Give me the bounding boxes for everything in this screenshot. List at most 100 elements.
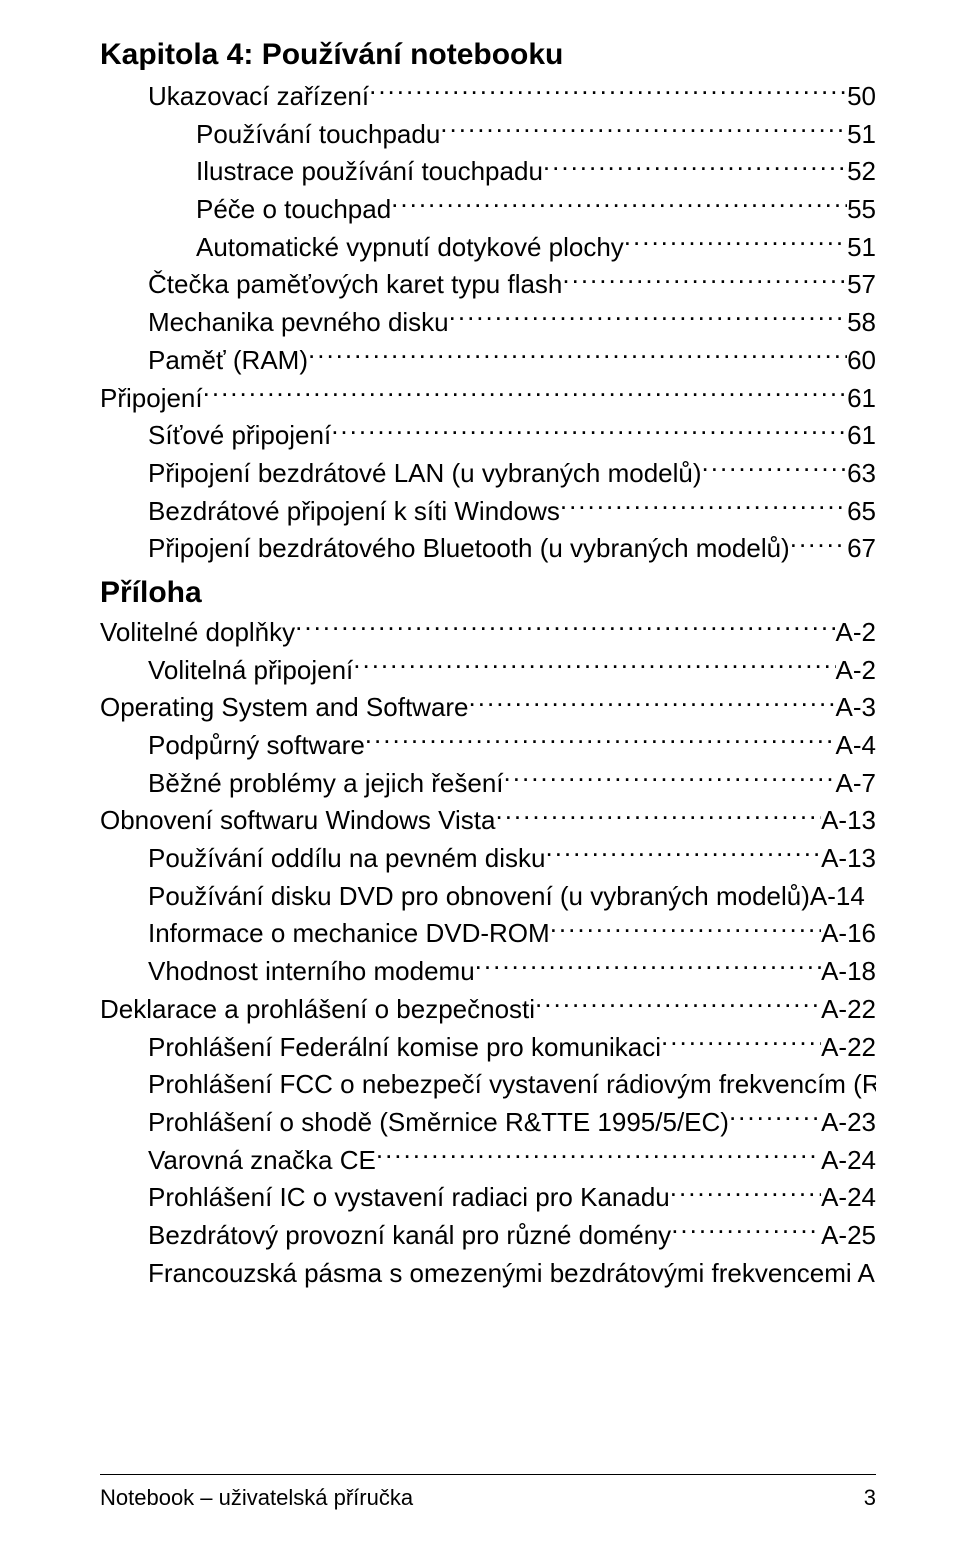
toc-leader-dots (504, 766, 836, 792)
toc-leader-dots (469, 690, 836, 716)
toc-row: Paměť (RAM)60 (100, 342, 876, 380)
toc-row: Připojení bezdrátového Bluetooth (u vybr… (100, 530, 876, 568)
toc-leader-dots (440, 117, 847, 143)
toc-leader-dots (495, 803, 821, 829)
toc-row: Ilustrace používání touchpadu 52 (100, 153, 876, 191)
toc-row: Mechanika pevného disku 58 (100, 304, 876, 342)
toc-label: Podpůrný software (148, 727, 365, 765)
toc-label: Síťové připojení (148, 417, 331, 455)
toc-leader-dots (624, 230, 847, 256)
toc-row: Vhodnost interního modemu A-18 (100, 953, 876, 991)
toc-row: Připojení bezdrátové LAN (u vybraných mo… (100, 455, 876, 493)
toc-page: A-24 (821, 1142, 876, 1180)
toc-label: Francouzská pásma s omezenými bezdrátový… (148, 1255, 876, 1293)
toc-label: Vhodnost interního modemu (148, 953, 475, 991)
toc-page: 61 (847, 417, 876, 455)
toc-page: A-2 (836, 614, 876, 652)
toc-row: Připojení 61 (100, 380, 876, 418)
toc-page: A-4 (836, 727, 876, 765)
toc-page: 58 (847, 304, 876, 342)
toc-page: 52 (847, 153, 876, 191)
toc-label: Informace o mechanice DVD-ROM (148, 915, 550, 953)
toc-section-2: Volitelné doplňky A-2Volitelná připojení … (100, 614, 876, 1292)
toc-row: Volitelná připojení A-2 (100, 652, 876, 690)
toc-leader-dots (391, 192, 847, 218)
toc-label: Připojení (100, 380, 203, 418)
toc-page: A-23 (821, 1104, 876, 1142)
toc-page: 65 (847, 493, 876, 531)
toc-row: Síťové připojení 61 (100, 417, 876, 455)
footer-page-number: 3 (864, 1485, 876, 1511)
toc-label: Prohlášení FCC o nebezpečí vystavení rád… (148, 1066, 876, 1104)
toc-page: A-3 (836, 689, 876, 727)
toc-row: Používání touchpadu 51 (100, 116, 876, 154)
toc-leader-dots (562, 267, 847, 293)
toc-label: Mechanika pevného disku (148, 304, 449, 342)
toc-row: Varovná značka CE A-24 (100, 1142, 876, 1180)
toc-label: Automatické vypnutí dotykové plochy (196, 229, 624, 267)
toc-label: Používání oddílu na pevném disku (148, 840, 545, 878)
footer-left: Notebook – uživatelská příručka (100, 1485, 413, 1511)
toc-row: Prohlášení FCC o nebezpečí vystavení rád… (100, 1066, 876, 1104)
appendix-heading: Příloha (100, 576, 876, 610)
chapter-heading: Kapitola 4: Používání notebooku (100, 38, 876, 72)
toc-section-1: Ukazovací zařízení50Používání touchpadu 5… (100, 78, 876, 568)
toc-row: Bezdrátové připojení k síti Windows 65 (100, 493, 876, 531)
toc-row: Informace o mechanice DVD-ROM A-16 (100, 915, 876, 953)
toc-leader-dots (475, 954, 821, 980)
toc-label: Deklarace a prohlášení o bezpečnosti (100, 991, 535, 1029)
toc-label: Používání disku DVD pro obnovení (u vybr… (148, 878, 865, 916)
toc-label: Prohlášení Federální komise pro komunika… (148, 1029, 661, 1067)
toc-page: 55 (847, 191, 876, 229)
toc-leader-dots (203, 381, 847, 407)
toc-page: A-16 (821, 915, 876, 953)
toc-row: Používání disku DVD pro obnovení (u vybr… (100, 878, 876, 916)
toc-page: A-13 (821, 802, 876, 840)
toc-leader-dots (295, 615, 835, 641)
toc-label: Prohlášení o shodě (Směrnice R&TTE 1995/… (148, 1104, 729, 1142)
toc-page: 61 (847, 380, 876, 418)
toc-leader-dots (353, 653, 835, 679)
toc-label: Čtečka paměťových karet typu flash (148, 266, 562, 304)
toc-label: Ukazovací zařízení (148, 78, 369, 116)
toc-leader-dots (790, 531, 847, 557)
chapter-title: Používání notebooku (262, 38, 564, 71)
toc-row: Bezdrátový provozní kanál pro různé domé… (100, 1217, 876, 1255)
toc-label: Běžné problémy a jejich řešení (148, 765, 504, 803)
toc-label: Péče o touchpad (196, 191, 391, 229)
toc-label: Volitelná připojení (148, 652, 353, 690)
toc-label: Volitelné doplňky (100, 614, 295, 652)
toc-page: A-25 (821, 1217, 876, 1255)
toc-leader-dots (365, 728, 836, 754)
toc-row: Ukazovací zařízení50 (100, 78, 876, 116)
toc-leader-dots (560, 494, 847, 520)
toc-label: Prohlášení IC o vystavení radiaci pro Ka… (148, 1179, 670, 1217)
toc-leader-dots (535, 992, 821, 1018)
toc-page: 51 (847, 116, 876, 154)
toc-row: Deklarace a prohlášení o bezpečnostiA-22 (100, 991, 876, 1029)
chapter-prefix: Kapitola 4: (100, 38, 262, 71)
toc-label: Bezdrátové připojení k síti Windows (148, 493, 560, 531)
toc-label: Varovná značka CE (148, 1142, 376, 1180)
toc-label: Připojení bezdrátové LAN (u vybraných mo… (148, 455, 702, 493)
toc-label: Ilustrace používání touchpadu (196, 153, 543, 191)
toc-leader-dots (331, 418, 847, 444)
toc-row: Péče o touchpad 55 (100, 191, 876, 229)
toc-page: A-18 (821, 953, 876, 991)
toc-leader-dots (729, 1105, 821, 1131)
toc-leader-dots (550, 916, 821, 942)
toc-row: Operating System and SoftwareA-3 (100, 689, 876, 727)
toc-leader-dots (449, 305, 847, 331)
toc-page: A-2 (836, 652, 876, 690)
toc-leader-dots (376, 1143, 821, 1169)
toc-row: Prohlášení Federální komise pro komunika… (100, 1029, 876, 1067)
toc-label: Obnovení softwaru Windows Vista (100, 802, 495, 840)
toc-page: A-22 (821, 1029, 876, 1067)
toc-page: 51 (847, 229, 876, 267)
toc-row: Volitelné doplňky A-2 (100, 614, 876, 652)
toc-label: Připojení bezdrátového Bluetooth (u vybr… (148, 530, 790, 568)
toc-page: A-24 (821, 1179, 876, 1217)
toc-label: Bezdrátový provozní kanál pro různé domé… (148, 1217, 671, 1255)
toc-label: Používání touchpadu (196, 116, 440, 154)
toc-row: Automatické vypnutí dotykové plochy 51 (100, 229, 876, 267)
